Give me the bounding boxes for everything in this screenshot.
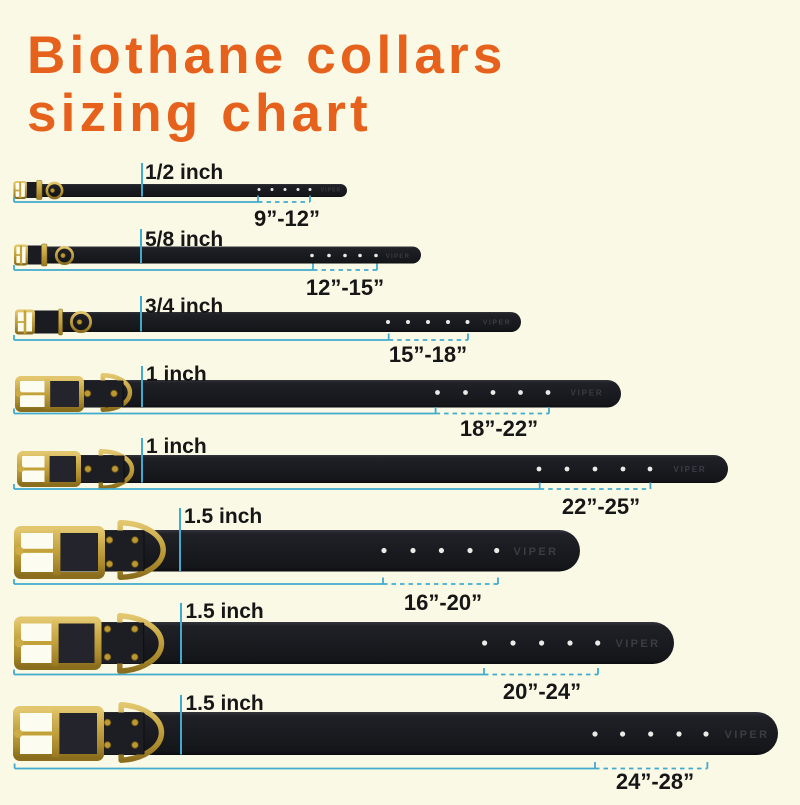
svg-text:22”-25”: 22”-25” — [562, 494, 640, 519]
svg-text:16”-20”: 16”-20” — [404, 590, 482, 615]
svg-text:VIPER: VIPER — [483, 320, 512, 327]
svg-text:24”-28”: 24”-28” — [616, 769, 694, 794]
svg-text:3/4 inch: 3/4 inch — [145, 295, 223, 318]
svg-text:1 inch: 1 inch — [146, 363, 207, 386]
svg-text:18”-22”: 18”-22” — [460, 416, 538, 441]
svg-text:sizing chart: sizing chart — [27, 84, 372, 143]
svg-text:1.5 inch: 1.5 inch — [186, 692, 264, 715]
svg-text:1.5 inch: 1.5 inch — [186, 600, 264, 623]
svg-text:Biothane collars: Biothane collars — [27, 26, 507, 85]
svg-text:1/2 inch: 1/2 inch — [145, 161, 223, 184]
svg-text:VIPER: VIPER — [673, 465, 706, 474]
svg-text:1.5 inch: 1.5 inch — [184, 505, 262, 528]
svg-text:VIPER: VIPER — [321, 188, 342, 194]
svg-text:VIPER: VIPER — [615, 638, 660, 650]
svg-text:5/8 inch: 5/8 inch — [145, 228, 223, 251]
svg-text:20”-24”: 20”-24” — [503, 679, 581, 704]
svg-text:1 inch: 1 inch — [146, 435, 207, 458]
svg-text:VIPER: VIPER — [513, 546, 558, 558]
svg-text:12”-15”: 12”-15” — [306, 275, 384, 300]
svg-text:15”-18”: 15”-18” — [389, 342, 467, 367]
svg-text:VIPER: VIPER — [570, 389, 603, 398]
svg-text:9”-12”: 9”-12” — [254, 206, 320, 231]
svg-text:VIPER: VIPER — [386, 254, 411, 260]
svg-text:VIPER: VIPER — [724, 729, 769, 741]
